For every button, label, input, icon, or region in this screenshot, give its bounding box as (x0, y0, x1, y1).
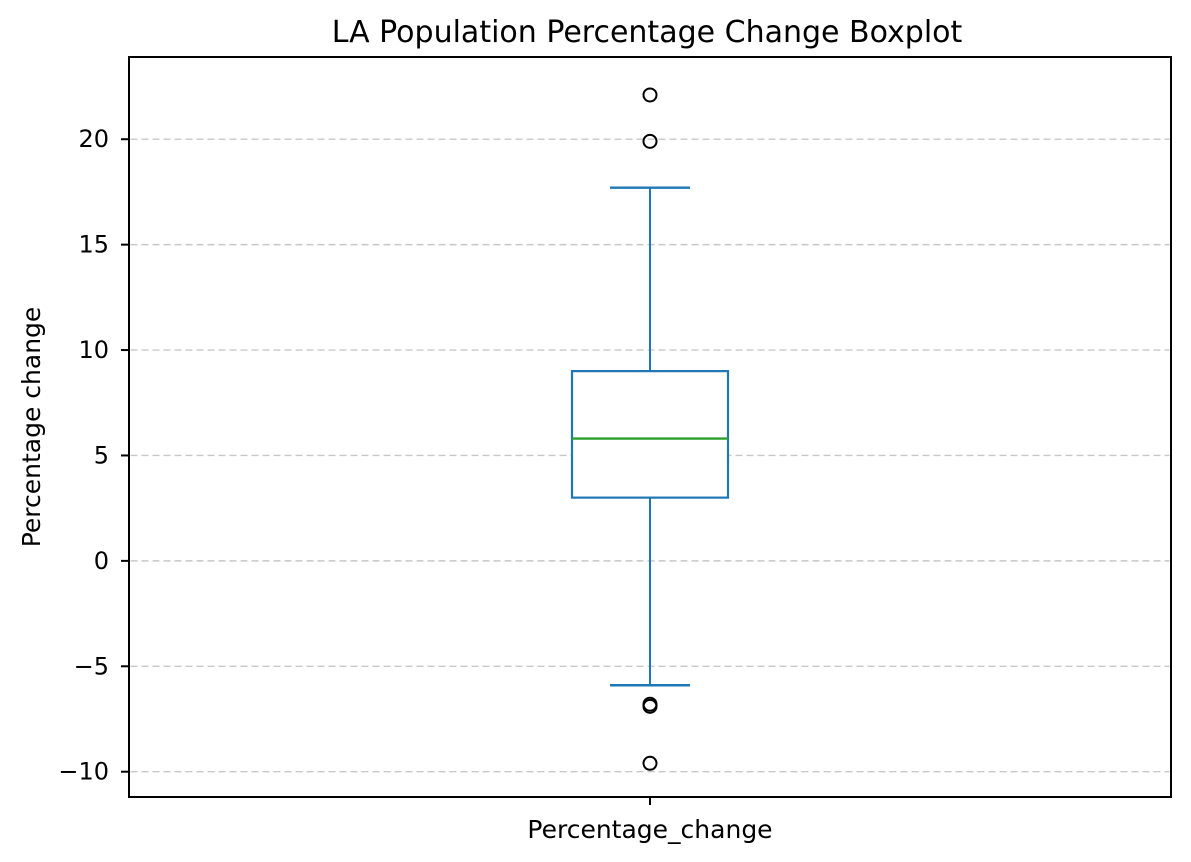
x-tick-label: Percentage_change (527, 815, 772, 844)
outlier-point (642, 133, 658, 149)
y-tick-label: 10 (78, 336, 109, 364)
y-tick-label: 15 (78, 231, 109, 259)
y-tick-label: 20 (78, 125, 109, 153)
outlier-point (642, 87, 658, 103)
tick-labels-layer: 20 15 10 5 0 −5 −10 (58, 125, 109, 785)
chart-title: LA Population Percentage Change Boxplot (332, 15, 963, 50)
axes-layer (121, 56, 1172, 805)
y-axis-label: Percentage change (17, 307, 46, 548)
outlier-point (642, 698, 658, 714)
boxplot-glyph-layer (570, 87, 730, 771)
iqr-box (570, 370, 730, 499)
y-tick-label: 5 (94, 441, 109, 469)
outlier-point (642, 755, 658, 771)
y-tick-label: 0 (94, 547, 109, 575)
y-tick-label: −10 (58, 758, 109, 786)
y-tick-label: −5 (74, 652, 109, 680)
